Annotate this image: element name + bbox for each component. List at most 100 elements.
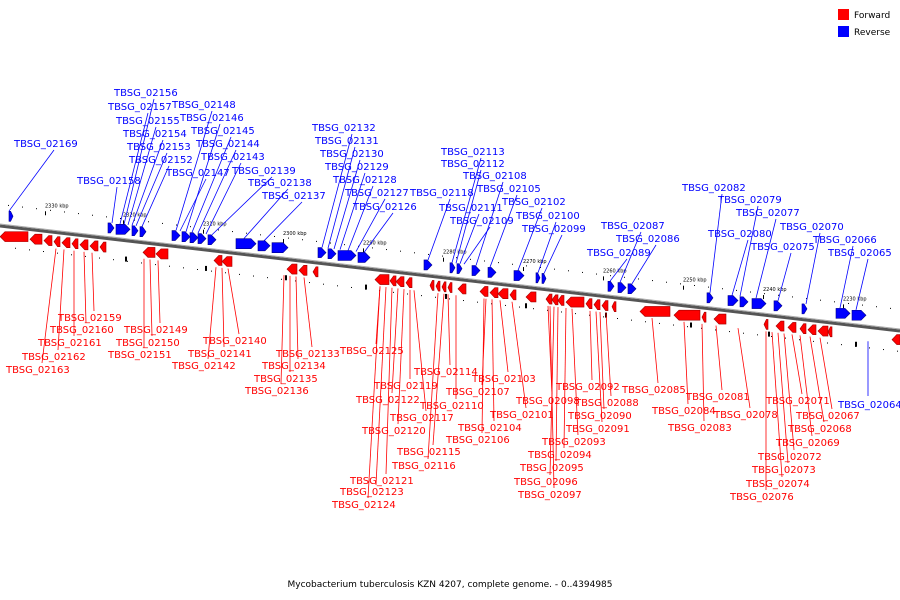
forward-gene	[389, 275, 397, 287]
minor-tick	[792, 296, 793, 298]
lower-tick	[365, 284, 367, 290]
gene-label: TBSG_02126	[352, 202, 417, 213]
leader-line	[131, 139, 164, 226]
forward-gene	[807, 324, 817, 336]
leader-line	[221, 267, 225, 348]
gene-label: TBSG_02138	[247, 178, 312, 189]
leader-line	[157, 260, 161, 324]
leader-line	[191, 136, 232, 233]
leader-line	[447, 294, 451, 366]
minor-tick	[561, 311, 562, 313]
forward-gene	[817, 325, 829, 337]
minor-tick	[232, 231, 233, 233]
reverse-gene	[235, 238, 257, 250]
gene-label: TBSG_02088	[574, 398, 639, 409]
forward-gene	[312, 266, 319, 278]
leader-line	[127, 126, 157, 226]
leader-line	[397, 289, 405, 425]
leader-line	[619, 231, 642, 283]
reverse-gene	[271, 242, 289, 253]
gene-label: TBSG_02066	[812, 235, 877, 246]
leader-line	[91, 252, 95, 312]
gene-label: TBSG_02150	[115, 338, 180, 349]
major-tick	[45, 211, 46, 216]
scale-label: 2330 kbp	[45, 203, 69, 209]
minor-tick	[848, 302, 849, 304]
leader-line	[683, 321, 689, 405]
forward-gene	[639, 306, 671, 317]
gene-label: TBSG_02129	[324, 162, 389, 173]
minor-tick	[897, 350, 898, 352]
minor-tick	[295, 280, 296, 282]
forward-gene	[891, 334, 900, 345]
minor-tick	[316, 240, 317, 242]
minor-tick	[701, 327, 702, 329]
leader-line	[211, 176, 273, 236]
minor-tick	[134, 219, 135, 221]
lower-tick	[768, 331, 770, 337]
forward-gene	[286, 263, 298, 275]
minor-tick	[393, 291, 394, 293]
gene-label: TBSG_02073	[751, 465, 816, 476]
leader-line	[355, 198, 386, 252]
major-tick	[363, 248, 364, 253]
legend-forward-label: Forward	[854, 11, 890, 21]
leader-line	[599, 312, 605, 410]
forward-gene	[447, 282, 453, 293]
leader-line	[595, 311, 603, 423]
minor-tick	[225, 272, 226, 274]
minor-tick	[267, 277, 268, 279]
leader-line	[799, 335, 813, 437]
leader-line	[413, 290, 427, 412]
gene-label: TBSG_02085	[621, 385, 686, 396]
gene-label: TBSG_02109	[449, 216, 514, 227]
leader-line	[432, 293, 445, 446]
scale-label: 2230 kbp	[843, 296, 867, 302]
minor-tick	[449, 298, 450, 300]
minor-tick	[344, 244, 345, 246]
minor-tick	[29, 249, 30, 251]
leader-line	[339, 172, 366, 250]
major-tick	[523, 267, 524, 272]
minor-tick	[624, 276, 625, 278]
minor-tick	[687, 326, 688, 328]
forward-gene	[787, 322, 797, 333]
gene-label: TBSG_02145	[190, 126, 255, 137]
gene-label: TBSG_02094	[527, 450, 592, 461]
legend-reverse-swatch	[838, 26, 849, 37]
gene-label: TBSG_02083	[667, 423, 732, 434]
gene-label: TBSG_02112	[440, 159, 505, 170]
gene-label: TBSG_02070	[779, 222, 844, 233]
gene-label: TBSG_02082	[681, 183, 746, 194]
gene-label: TBSG_02134	[261, 361, 326, 372]
minor-tick	[85, 255, 86, 257]
leader-line	[517, 207, 543, 271]
minor-tick	[841, 344, 842, 346]
gene-label: TBSG_02169	[13, 139, 78, 150]
leader-line	[149, 259, 153, 337]
leader-line	[571, 308, 579, 436]
minor-tick	[582, 271, 583, 273]
gene-label: TBSG_02160	[49, 325, 114, 336]
forward-gene	[497, 288, 509, 300]
minor-tick	[589, 314, 590, 316]
minor-tick	[890, 307, 891, 309]
gene-label: TBSG_02136	[244, 386, 309, 397]
map-caption: Mycobacterium tuberculosis KZN 4207, com…	[287, 580, 612, 590]
forward-gene	[142, 247, 156, 258]
leader-line	[185, 123, 221, 232]
reverse-gene	[835, 308, 851, 319]
gene-label: TBSG_02147	[165, 168, 230, 179]
minor-tick	[743, 332, 744, 334]
minor-tick	[64, 211, 65, 213]
forward-gene	[565, 296, 585, 308]
leader-line	[375, 287, 387, 486]
minor-tick	[351, 286, 352, 288]
minor-tick	[281, 278, 282, 280]
minor-tick	[372, 247, 373, 249]
minor-tick	[659, 322, 660, 324]
minor-tick	[533, 308, 534, 310]
minor-tick	[414, 252, 415, 254]
leader-line	[589, 310, 593, 381]
